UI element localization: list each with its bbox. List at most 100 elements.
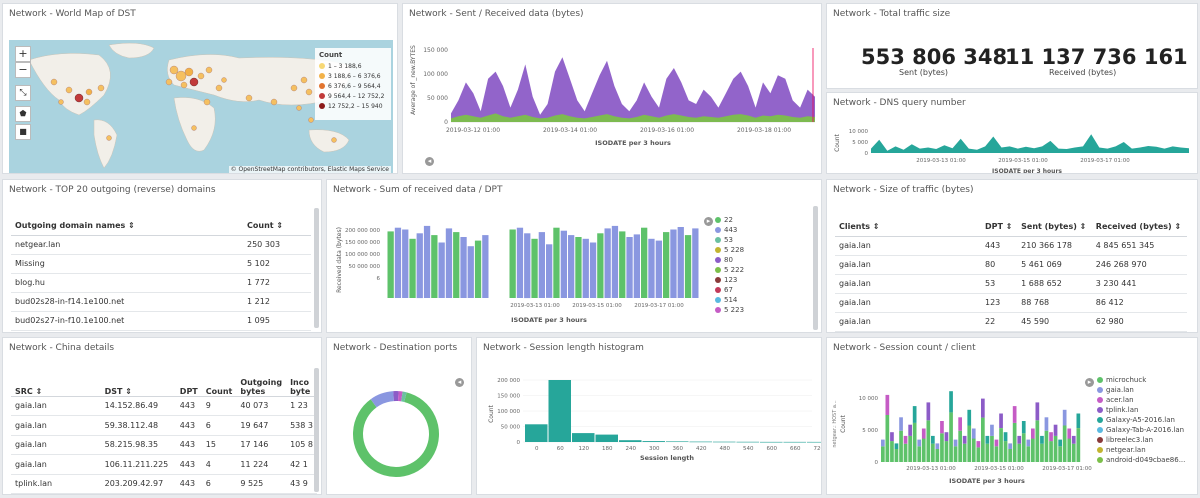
session-client-chart[interactable]: 10 000 5 000 0 2019-03-13 01:00 2019-03-15 0… (827, 338, 1198, 495)
column-header[interactable]: Count (201, 370, 237, 397)
tick-label: 2019-03-13 01:00 (906, 466, 956, 472)
toggle-legend-icon[interactable]: ▸ (704, 217, 713, 226)
table-cell: gaia.lan (835, 255, 981, 275)
bar-segment (885, 415, 890, 462)
tick-label: 480 (720, 446, 731, 452)
legend-item[interactable]: 67 (715, 285, 744, 295)
table-cell: 443 (175, 474, 202, 494)
legend-label: 22 (724, 216, 733, 224)
column-header[interactable]: Sent (bytes) ⇕ (1017, 217, 1092, 237)
table-row[interactable]: gaia.lan 123 88 768 86 412 (835, 293, 1187, 313)
column-header[interactable]: Outgoing domain names ⇕ (11, 216, 243, 236)
bar (394, 227, 402, 298)
tick-label: 2019-03-13 01:00 (510, 303, 560, 309)
column-header[interactable]: Outgoing bytes (236, 370, 287, 397)
column-header[interactable]: Inco byte (286, 370, 317, 397)
column-header[interactable]: DPT ⇕ (981, 217, 1018, 237)
table-row[interactable]: gaia.lan 58.215.98.35 443 15 17 146 105 8 (11, 435, 317, 455)
fit-bounds-icon[interactable]: ⤡ (15, 85, 31, 101)
legend-item[interactable]: 514 (715, 295, 744, 305)
table-cell: 210 366 178 (1017, 236, 1092, 256)
table-row[interactable]: blog.hu 1 772 (11, 273, 311, 293)
tick-label: 50 000 (501, 425, 521, 431)
table-row[interactable]: gaia.lan 106.11.211.225 443 4 11 224 42 1 (11, 454, 317, 475)
table-cell: tplink.lan (11, 474, 101, 494)
bar-segment (1044, 430, 1049, 462)
bar-segment (1071, 443, 1076, 462)
legend-item[interactable]: microchuck (1097, 375, 1185, 385)
bar-segment (926, 402, 931, 421)
toggle-legend-icon[interactable]: ◂ (425, 157, 434, 166)
draw-rectangle-icon[interactable]: ■ (15, 124, 31, 140)
legend-item[interactable]: 5 223 (715, 305, 744, 315)
legend-item[interactable]: gaia.lan (1097, 385, 1185, 395)
zoom-in-button[interactable]: + (15, 46, 31, 62)
bar-segment (926, 420, 931, 462)
legend-item[interactable]: 80 (715, 255, 744, 265)
table-row[interactable]: Missing 5 102 (11, 254, 311, 274)
legend-item[interactable]: 123 (715, 275, 744, 285)
column-header[interactable]: DST ⇕ (100, 370, 176, 397)
legend-item[interactable]: acer.lan (1097, 395, 1185, 405)
toggle-legend-icon[interactable]: ▸ (1085, 378, 1094, 387)
dns-chart[interactable]: 10 000 5 000 0 2019-03-13 01:00 2019-03-15 0… (827, 93, 1198, 174)
bar (611, 225, 619, 298)
table-row[interactable]: bud02s27-in-f10.1e100.net 1 095 (11, 311, 311, 331)
legend-item[interactable]: 12 752,2 – 15 940 (319, 101, 387, 111)
table-row[interactable]: gaia.lan 443 210 366 178 4 845 651 345 (835, 236, 1187, 256)
legend-item[interactable]: 443 (715, 225, 744, 235)
tick-label: 360 (673, 446, 684, 452)
legend-item[interactable]: tplink.lan (1097, 405, 1185, 415)
legend-item[interactable]: Galaxy-A5-2016.lan (1097, 415, 1185, 425)
legend-item[interactable]: 22 (715, 215, 744, 225)
table-row[interactable]: gaia.lan 14.152.86.49 443 9 40 073 1 23 (11, 396, 317, 416)
toggle-legend-icon[interactable]: ◂ (455, 378, 464, 387)
tick-label: 50 000 000 (349, 264, 381, 270)
legend-item[interactable]: 9 564,4 – 12 752,2 (319, 91, 387, 101)
dest-ports-chart[interactable] (327, 338, 472, 495)
legend-item[interactable]: Galaxy-Tab-A-2016.lan (1097, 425, 1185, 435)
legend-item[interactable]: 6 376,6 – 9 564,4 (319, 81, 387, 91)
table-row[interactable]: netgear.lan 250 303 (11, 235, 311, 255)
column-header[interactable]: SRC ⇕ (11, 370, 101, 397)
legend-swatch (319, 103, 325, 109)
scrollbar[interactable] (314, 208, 319, 328)
tick-label: 420 (696, 446, 707, 452)
session-hist-chart[interactable]: 200 000 150 000 100 000 50 000 0 Count Session… (477, 338, 822, 495)
legend-item[interactable]: netgear.lan (1097, 445, 1185, 455)
legend-item[interactable]: 53 (715, 235, 744, 245)
legend-item[interactable]: 1 – 3 188,6 (319, 61, 387, 71)
y-axis-label: Count (488, 404, 495, 422)
legend-item[interactable]: android-d049cbae86... (1097, 455, 1185, 465)
table-row[interactable]: bud02s28-in-f14.1e100.net 1 212 (11, 292, 311, 312)
legend-item[interactable]: libreelec3.lan (1097, 435, 1185, 445)
legend-label: gaia.lan (1106, 386, 1134, 394)
bar-segment (999, 413, 1003, 428)
table-row[interactable]: gaia.lan 59.38.112.48 443 6 19 647 538 3 (11, 415, 317, 436)
panel-title: Network - Size of traffic (bytes) (833, 185, 974, 195)
column-header[interactable]: Received (bytes) ⇕ (1091, 217, 1187, 237)
table-row[interactable]: gaia.lan 80 5 461 069 246 268 970 (835, 255, 1187, 275)
table-cell: 14.152.86.49 (100, 396, 176, 416)
table-cell: gaia.lan (11, 435, 101, 455)
legend-item[interactable]: 3 188,6 – 6 376,6 (319, 71, 387, 81)
scrollbar[interactable] (314, 368, 319, 492)
map-attribution[interactable]: © OpenStreetMap contributors, Elastic Ma… (228, 166, 391, 173)
table-cell: 106.11.211.225 (100, 454, 176, 475)
column-header[interactable]: Clients ⇕ (835, 217, 981, 237)
table-row[interactable]: gaia.lan 22 45 590 62 980 (835, 312, 1187, 332)
table-cell: 53 (981, 274, 1018, 294)
table-row[interactable]: gaia.lan 53 1 688 652 3 230 441 (835, 274, 1187, 294)
column-header[interactable]: Count ⇕ (243, 216, 311, 236)
scrollbar[interactable] (813, 206, 818, 330)
legend-item[interactable]: 5 222 (715, 265, 744, 275)
legend-item[interactable]: 5 228 (715, 245, 744, 255)
legend-label: 123 (724, 276, 738, 284)
received-dpt-chart[interactable]: 200 000 000 150 000 000 100 000 000 50 000 … (327, 180, 822, 333)
zoom-out-button[interactable]: − (15, 62, 31, 78)
column-header[interactable]: DPT (175, 370, 202, 397)
table-row[interactable]: tplink.lan 203.209.42.97 443 6 9 525 43 9 (11, 474, 317, 494)
world-map[interactable]: + − ⤡ ⬟ ■ Count 1 – 3 188,6 3 188,6 – 6 3… (9, 40, 393, 173)
draw-polygon-icon[interactable]: ⬟ (15, 106, 31, 122)
